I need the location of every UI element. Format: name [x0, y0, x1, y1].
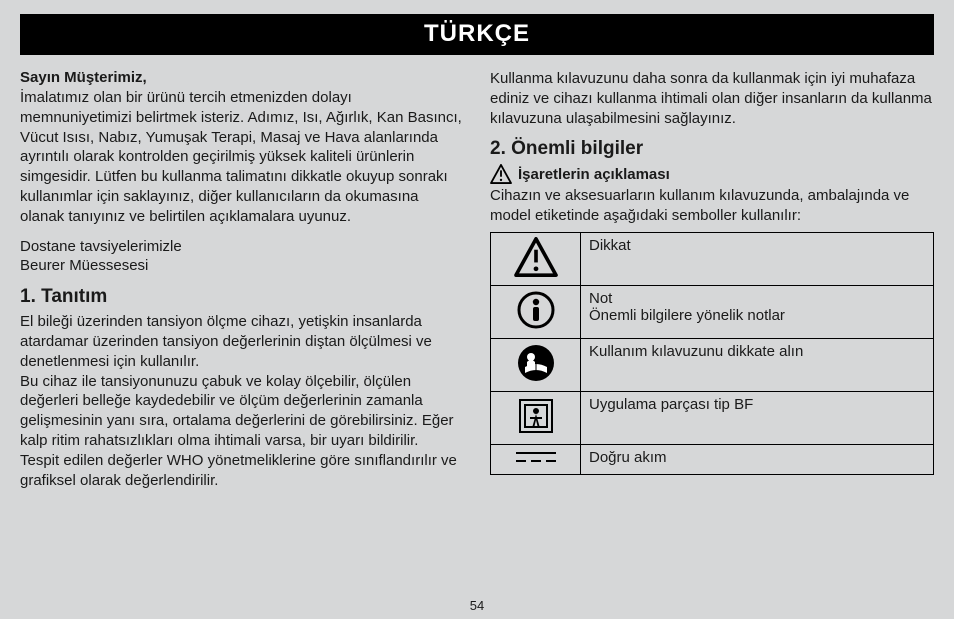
symbol-text: Dikkat [581, 232, 934, 285]
symbol-text-line2: Önemli bilgilere yönelik notlar [589, 307, 785, 324]
subheading-row: İşaretlerin açıklaması [490, 164, 934, 184]
right-column: Kullanma kılavuzunu daha sonra da kullan… [490, 69, 934, 500]
icon-cell-dc [491, 444, 581, 474]
table-row: Uygulama parçası tip BF [491, 391, 934, 444]
closing-line-2: Beurer Müessesesi [20, 257, 148, 274]
table-row: Dikkat [491, 232, 934, 285]
symbol-text: Kullanım kılavuzunu dikkate alın [581, 338, 934, 391]
section-1-title: 1. Tanıtım [20, 286, 464, 308]
left-column: Sayın Müşterimiz, İmalatımız olan bir ür… [20, 69, 464, 500]
intro-paragraph: İmalatımız olan bir ürünü tercih etmeniz… [20, 88, 464, 227]
page-number: 54 [0, 598, 954, 613]
warning-icon [490, 164, 512, 184]
warning-triangle-icon [514, 237, 558, 277]
info-circle-icon [516, 290, 556, 330]
icon-cell-warning [491, 232, 581, 285]
symbol-text-line1: Not [589, 290, 612, 307]
icon-cell-bf [491, 391, 581, 444]
page-header: TÜRKÇE [20, 14, 934, 55]
table-row: Doğru akım [491, 444, 934, 474]
symbol-text: Doğru akım [581, 444, 934, 474]
subheading-label: İşaretlerin açıklaması [518, 166, 670, 183]
table-row: Kullanım kılavuzunu dikkate alın [491, 338, 934, 391]
dc-current-icon [514, 449, 558, 465]
table-row: Not Önemli bilgilere yönelik notlar [491, 285, 934, 338]
section-1-p3: Tespit edilen değerler WHO yönetmelikler… [20, 451, 464, 491]
section-2-title: 2. Önemli bilgiler [490, 138, 934, 160]
symbols-intro: Cihazın ve aksesuarların kullanım kılavu… [490, 186, 934, 226]
header-title: TÜRKÇE [424, 20, 530, 47]
icon-cell-info [491, 285, 581, 338]
symbol-text: Not Önemli bilgilere yönelik notlar [581, 285, 934, 338]
right-top-paragraph: Kullanma kılavuzunu daha sonra da kullan… [490, 69, 934, 128]
closing-line-1: Dostane tavsiyelerimizle [20, 238, 182, 255]
closing-block: Dostane tavsiyelerimizle Beurer Müessese… [20, 237, 464, 277]
icon-cell-manual [491, 338, 581, 391]
section-1-p2: Bu cihaz ile tansiyonunuzu çabuk ve kola… [20, 372, 464, 451]
section-1-p1: El bileği üzerinden tansiyon ölçme cihaz… [20, 312, 464, 371]
symbols-table: Dikkat Not Önemli bilgilere yönelik notl… [490, 232, 934, 475]
salutation: Sayın Müşterimiz, [20, 69, 464, 86]
applied-part-bf-icon [516, 396, 556, 436]
read-manual-icon [516, 343, 556, 383]
content-columns: Sayın Müşterimiz, İmalatımız olan bir ür… [20, 69, 934, 500]
symbol-text: Uygulama parçası tip BF [581, 391, 934, 444]
